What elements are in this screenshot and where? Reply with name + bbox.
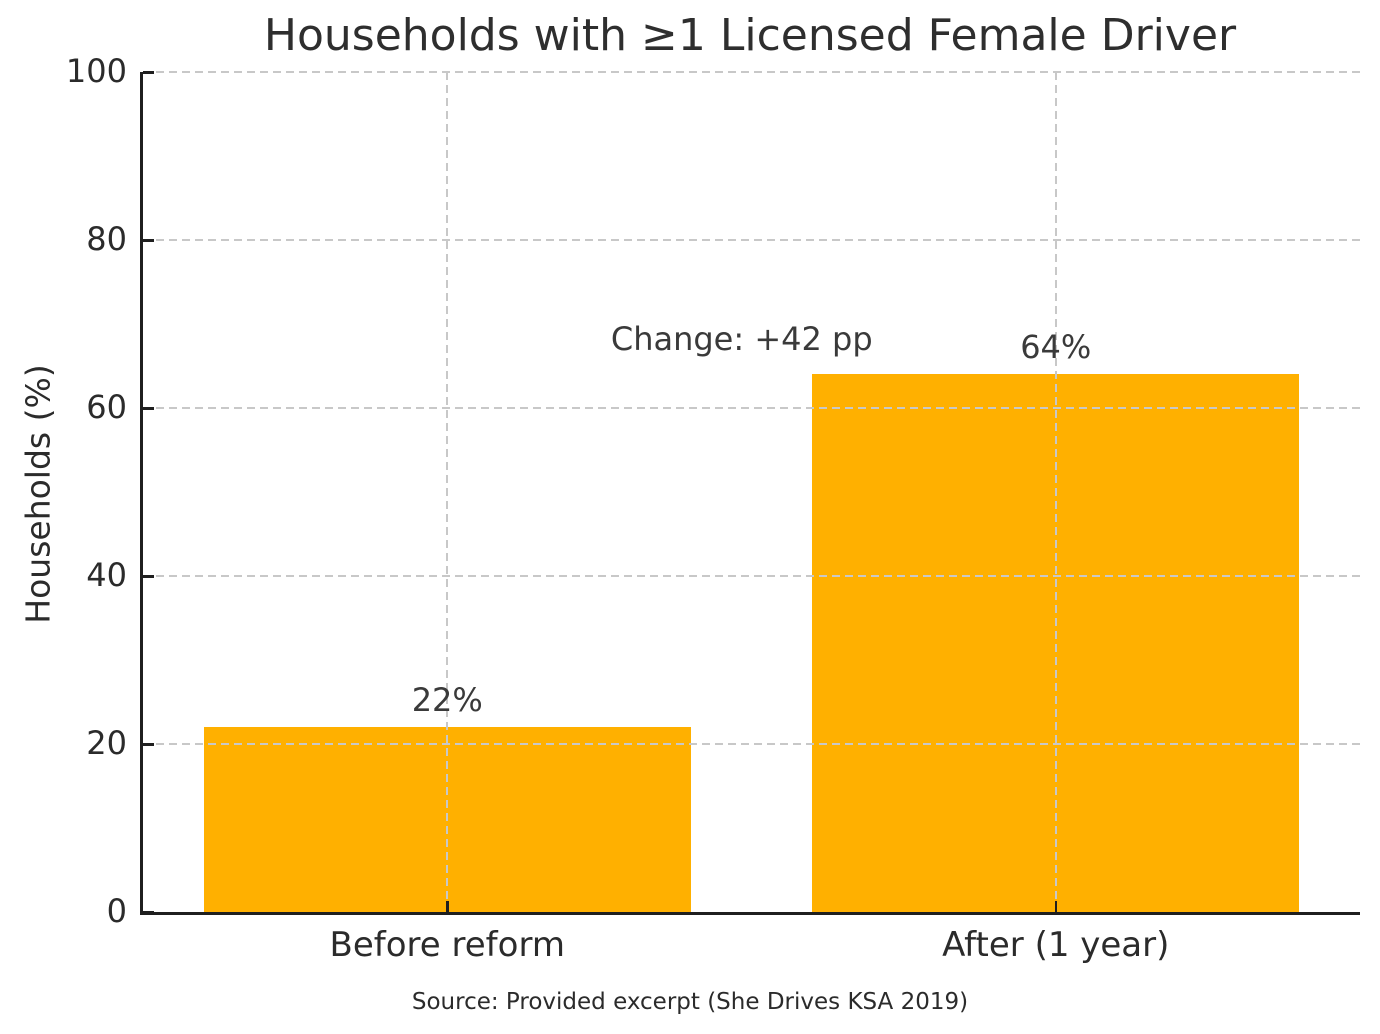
y-tick-mark-60 [143, 407, 154, 410]
x-tick-label-before-reform: Before reform [329, 925, 565, 965]
y-tick-mark-40 [143, 575, 154, 578]
x-tick-label-after-1-year: After (1 year) [942, 925, 1170, 965]
source-caption: Source: Provided excerpt (She Drives KSA… [411, 989, 969, 1015]
y-tick-label-40: 40 [86, 556, 127, 595]
y-gridline-20 [143, 743, 1360, 745]
y-tick-label-0: 0 [106, 892, 127, 931]
y-gridline-100 [143, 71, 1360, 73]
plot-area: 0 20 40 60 80 100 22% Before reform 64% After (1 … [66, 52, 1360, 965]
x-tick-mark-after-1-year [1054, 901, 1057, 912]
change-annotation: Change: +42 pp [610, 320, 873, 359]
y-tick-mark-80 [143, 239, 154, 242]
x-tick-mark-before-reform [446, 901, 449, 912]
y-axis-label: Households (%) [18, 364, 58, 624]
y-tick-label-20: 20 [86, 724, 127, 763]
bar-value-label-before-reform: 22% [411, 681, 483, 720]
y-tick-label-60: 60 [86, 388, 127, 427]
bar-value-label-after-1-year: 64% [1020, 328, 1092, 367]
y-tick-label-80: 80 [86, 220, 127, 259]
y-tick-mark-100 [143, 71, 154, 74]
y-gridline-60 [143, 407, 1360, 409]
chart-title: Households with ≥1 Licensed Female Drive… [263, 10, 1237, 61]
y-tick-mark-0 [143, 911, 154, 914]
y-gridline-40 [143, 575, 1360, 577]
x-gridline-before-reform [446, 72, 449, 912]
y-tick-mark-20 [143, 743, 154, 746]
y-tick-label-100: 100 [65, 52, 127, 91]
x-gridline-after-1-year [1054, 72, 1057, 912]
y-gridline-80 [143, 239, 1360, 241]
